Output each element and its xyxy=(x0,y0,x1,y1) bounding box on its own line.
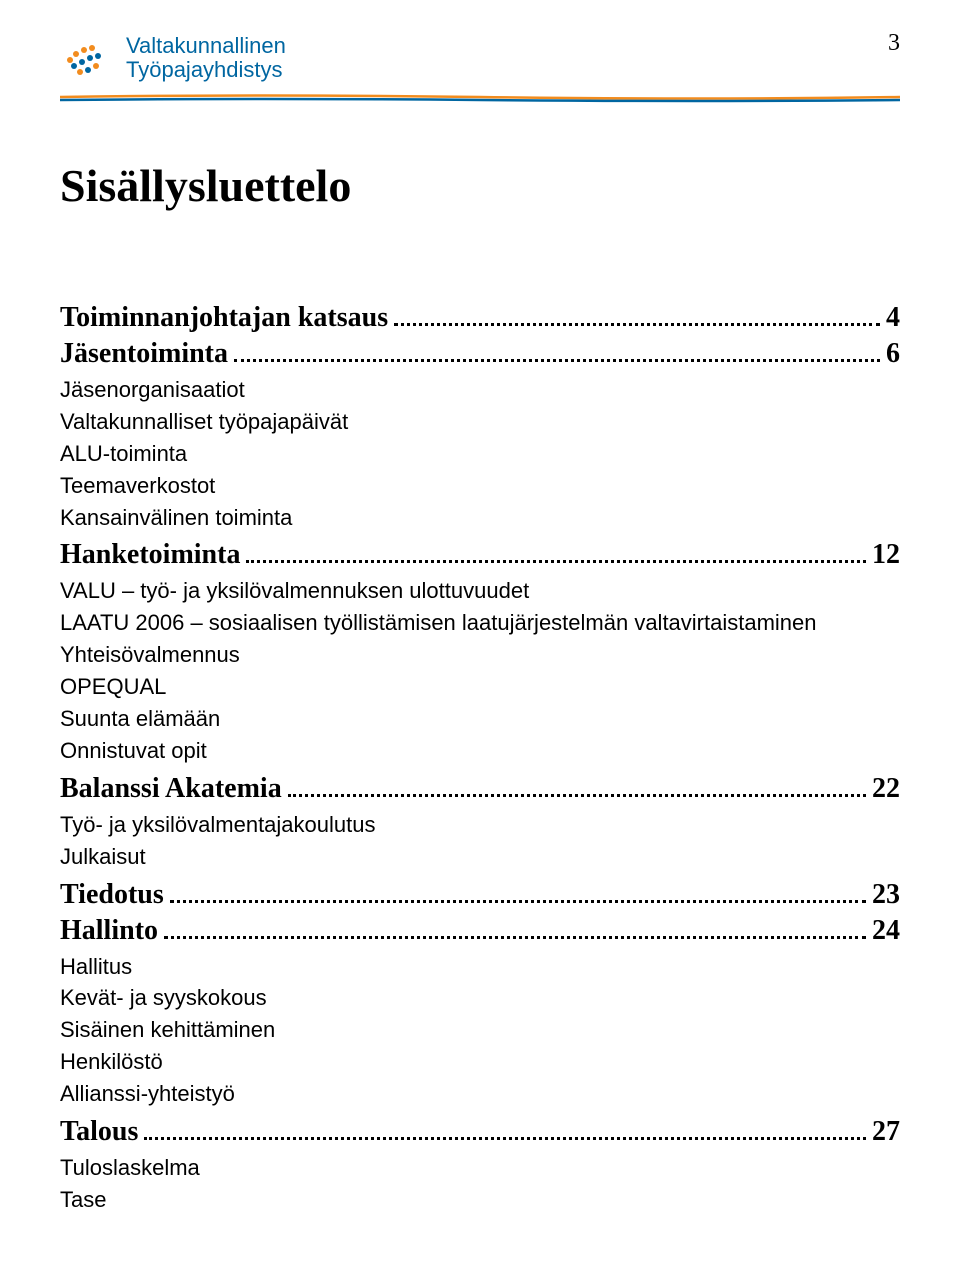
page-header: Valtakunnallinen Työpajayhdistys 3 xyxy=(60,30,900,86)
toc-sub-item: Julkaisut xyxy=(60,841,900,873)
toc-heading-row: Talous 27 xyxy=(60,1116,900,1148)
logo-text: Valtakunnallinen Työpajayhdistys xyxy=(126,34,286,82)
toc-section: Hanketoiminta 12 VALU – työ- ja yksilövalm… xyxy=(60,539,900,766)
toc-section: Talous 27 TuloslaskelmaTase xyxy=(60,1116,900,1216)
logo-line2: Työpajayhdistys xyxy=(126,58,286,82)
toc-heading-page: 23 xyxy=(872,879,900,911)
header-underline xyxy=(60,94,900,104)
document-page: Valtakunnallinen Työpajayhdistys 3 Sisäl… xyxy=(0,0,960,1262)
page-number: 3 xyxy=(888,30,900,57)
toc-sub-item: Tase xyxy=(60,1184,900,1216)
toc-heading-page: 6 xyxy=(886,338,900,370)
toc-sub-item: Allianssi-yhteistyö xyxy=(60,1078,900,1110)
toc-heading-row: Tiedotus 23 xyxy=(60,879,900,911)
logo-icon xyxy=(60,30,116,86)
toc-sub-item: Henkilöstö xyxy=(60,1046,900,1078)
toc-heading-row: Hallinto 24 xyxy=(60,915,900,947)
toc-leader xyxy=(144,1137,866,1140)
toc-sub-item: ALU-toiminta xyxy=(60,438,900,470)
toc-sub-item: Teemaverkostot xyxy=(60,470,900,502)
toc-leader xyxy=(234,359,880,362)
toc-heading-page: 27 xyxy=(872,1116,900,1148)
toc-sub-list: Työ- ja yksilövalmentajakoulutusJulkaisu… xyxy=(60,809,900,873)
toc-heading-page: 4 xyxy=(886,302,900,334)
toc-sub-item: Suunta elämään xyxy=(60,703,900,735)
toc-heading-row: Balanssi Akatemia 22 xyxy=(60,773,900,805)
toc-heading-label: Balanssi Akatemia xyxy=(60,773,282,805)
toc-sub-item: Valtakunnalliset työpajapäivät xyxy=(60,406,900,438)
toc-section: Jäsentoiminta 6 JäsenorganisaatiotValtakun… xyxy=(60,338,900,533)
toc-section: Hallinto 24 HallitusKevät- ja syyskokousSi… xyxy=(60,915,900,1110)
toc-leader xyxy=(288,794,866,797)
toc-heading-label: Talous xyxy=(60,1116,138,1148)
toc-sub-item: Jäsenorganisaatiot xyxy=(60,374,900,406)
toc-heading-page: 24 xyxy=(872,915,900,947)
toc-leader xyxy=(164,936,866,939)
toc-sub-item: Tuloslaskelma xyxy=(60,1152,900,1184)
toc-heading-page: 22 xyxy=(872,773,900,805)
table-of-contents: Toiminnanjohtajan katsaus 4 Jäsentoiminta 6… xyxy=(60,302,900,1216)
page-title: Sisällysluettelo xyxy=(60,159,900,212)
toc-leader xyxy=(394,323,880,326)
toc-sub-list: VALU – työ- ja yksilövalmennuksen ulottu… xyxy=(60,575,900,766)
toc-heading-label: Hanketoiminta xyxy=(60,539,240,571)
toc-sub-item: Sisäinen kehittäminen xyxy=(60,1014,900,1046)
toc-sub-item: Kevät- ja syyskokous xyxy=(60,982,900,1014)
toc-heading-label: Hallinto xyxy=(60,915,158,947)
toc-heading-label: Toiminnanjohtajan katsaus xyxy=(60,302,388,334)
toc-sub-item: Kansainvälinen toiminta xyxy=(60,502,900,534)
toc-heading-label: Jäsentoiminta xyxy=(60,338,228,370)
toc-sub-item: Työ- ja yksilövalmentajakoulutus xyxy=(60,809,900,841)
toc-sub-list: JäsenorganisaatiotValtakunnalliset työpa… xyxy=(60,374,900,533)
toc-section: Toiminnanjohtajan katsaus 4 xyxy=(60,302,900,334)
logo: Valtakunnallinen Työpajayhdistys xyxy=(60,30,286,86)
toc-heading-row: Jäsentoiminta 6 xyxy=(60,338,900,370)
toc-sub-item: Yhteisövalmennus xyxy=(60,639,900,671)
toc-heading-page: 12 xyxy=(872,539,900,571)
toc-sub-list: HallitusKevät- ja syyskokousSisäinen keh… xyxy=(60,951,900,1110)
toc-leader xyxy=(246,560,866,563)
toc-heading-row: Toiminnanjohtajan katsaus 4 xyxy=(60,302,900,334)
toc-sub-item: Onnistuvat opit xyxy=(60,735,900,767)
toc-sub-item: OPEQUAL xyxy=(60,671,900,703)
toc-sub-list: TuloslaskelmaTase xyxy=(60,1152,900,1216)
toc-section: Tiedotus 23 xyxy=(60,879,900,911)
toc-section: Balanssi Akatemia 22 Työ- ja yksilövalment… xyxy=(60,773,900,873)
toc-sub-item: Hallitus xyxy=(60,951,900,983)
toc-heading-row: Hanketoiminta 12 xyxy=(60,539,900,571)
toc-sub-item: VALU – työ- ja yksilövalmennuksen ulottu… xyxy=(60,575,900,607)
toc-sub-item: LAATU 2006 – sosiaalisen työllistämisen … xyxy=(60,607,900,639)
logo-line1: Valtakunnallinen xyxy=(126,34,286,58)
toc-heading-label: Tiedotus xyxy=(60,879,164,911)
toc-leader xyxy=(170,900,866,903)
